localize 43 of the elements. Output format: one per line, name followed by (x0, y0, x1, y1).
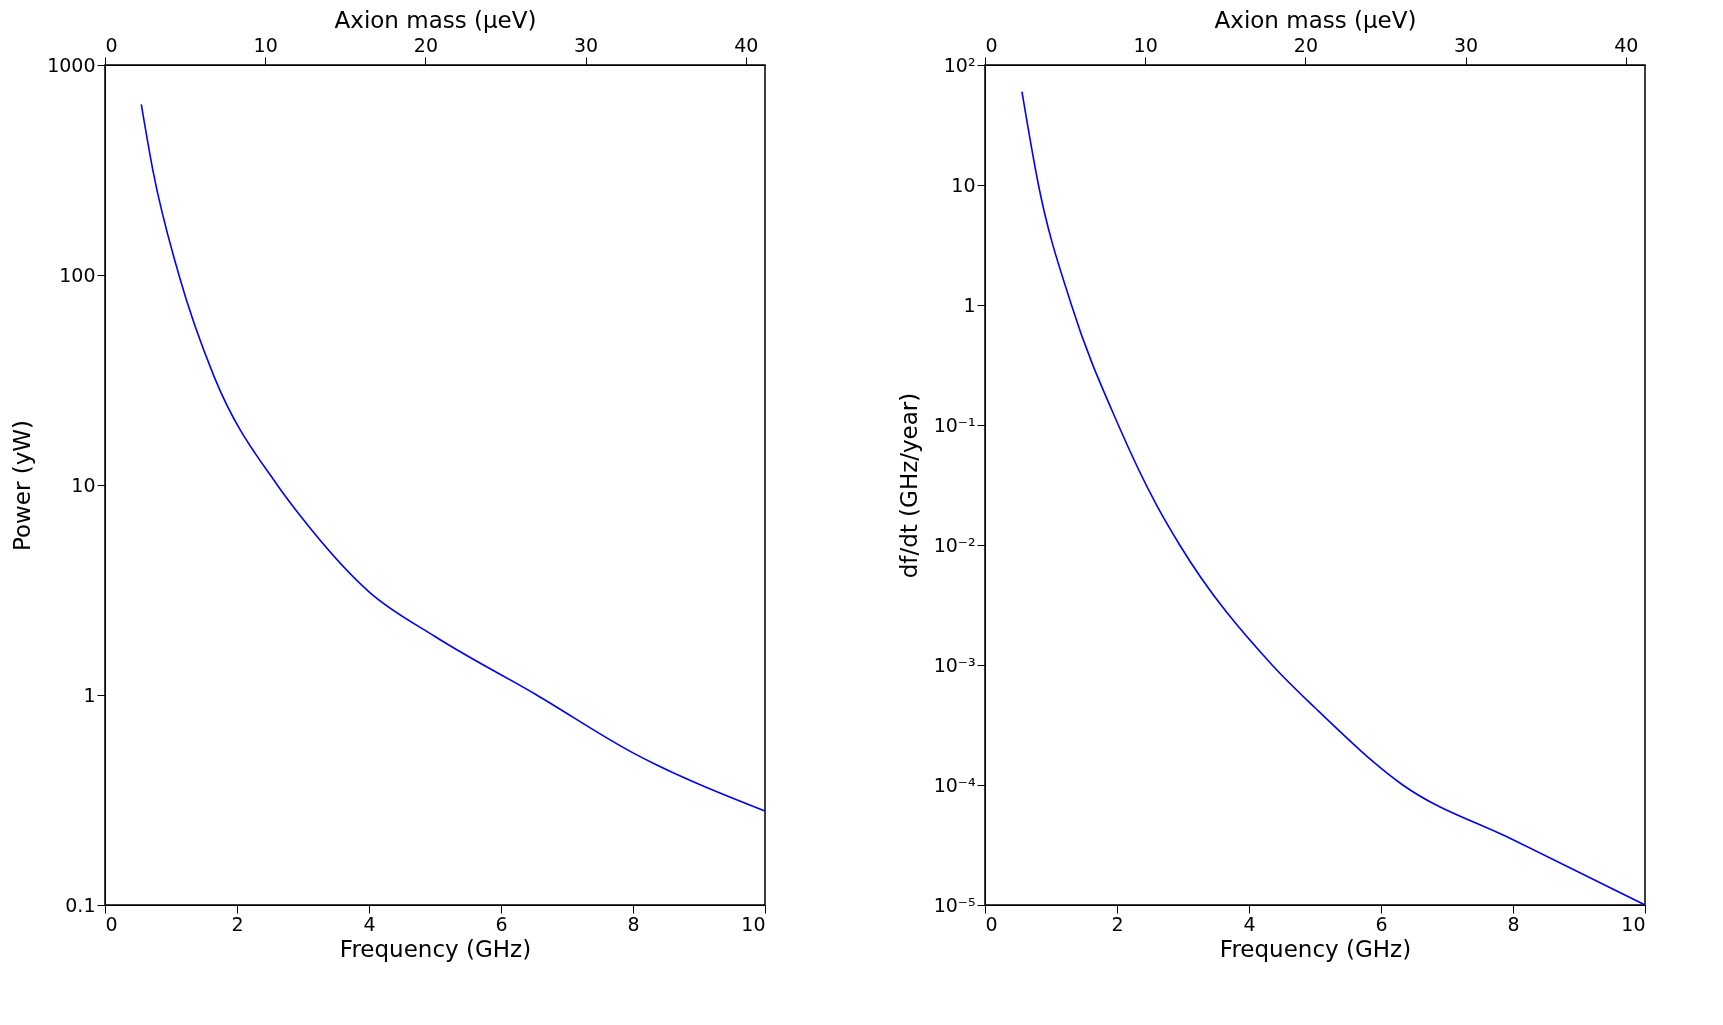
x-tick-label: 8 (627, 912, 640, 935)
x-tick-label: 10 (1621, 912, 1646, 935)
y-tick-label: 10⁻² (933, 533, 976, 556)
x2-tick-label: 40 (1614, 33, 1639, 56)
x-tick-label: 0 (985, 912, 998, 935)
y-tick-label: 1 (83, 683, 96, 706)
y-tick-label: 10² (943, 53, 976, 76)
x2-tick-label: 10 (253, 33, 278, 56)
x-axis-title: Frequency (GHz) (1219, 935, 1412, 962)
x-tick-label: 10 (741, 912, 766, 935)
x-axis-title: Frequency (GHz) (339, 935, 532, 962)
y-tick-label: 10 (71, 473, 96, 496)
x-tick-label: 6 (495, 912, 508, 935)
x2-tick-label: 20 (413, 33, 438, 56)
x2-tick-label: 0 (105, 33, 118, 56)
x-tick-label: 8 (1507, 912, 1520, 935)
y-tick-label: 10 (951, 173, 976, 196)
y-tick-label: 1000 (47, 53, 96, 76)
y-tick-label: 100 (59, 263, 96, 286)
y-tick-label: 10⁻⁵ (933, 893, 976, 916)
line-series (140, 103, 765, 812)
x2-tick-label: 30 (573, 33, 599, 56)
x-tick-label: 4 (363, 912, 376, 935)
x2-tick-label: 20 (1293, 33, 1318, 56)
y-tick-label: 0.1 (65, 893, 96, 916)
x-tick-label: 6 (1375, 912, 1388, 935)
y-tick-label: 1 (963, 293, 976, 316)
y-tick-label: 10⁻⁴ (933, 773, 976, 796)
x2-tick-label: 30 (1453, 33, 1479, 56)
x2-axis-title: Axion mass (μeV) (334, 6, 537, 33)
x2-tick-label: 10 (1133, 33, 1158, 56)
x-tick-label: 2 (231, 912, 244, 935)
x-tick-label: 2 (1111, 912, 1124, 935)
y-tick-label: 10⁻³ (933, 653, 976, 676)
y-axis-title: Power (yW) (9, 419, 36, 552)
line-series (1021, 90, 1645, 905)
y-tick-label: 10⁻¹ (933, 413, 976, 436)
x2-tick-label: 40 (734, 33, 759, 56)
x2-tick-label: 0 (985, 33, 998, 56)
x-tick-label: 4 (1243, 912, 1256, 935)
y-axis-title: df/dt (GHz/year) (895, 392, 922, 579)
x2-axis-title: Axion mass (μeV) (1214, 6, 1417, 33)
x-tick-label: 0 (105, 912, 118, 935)
